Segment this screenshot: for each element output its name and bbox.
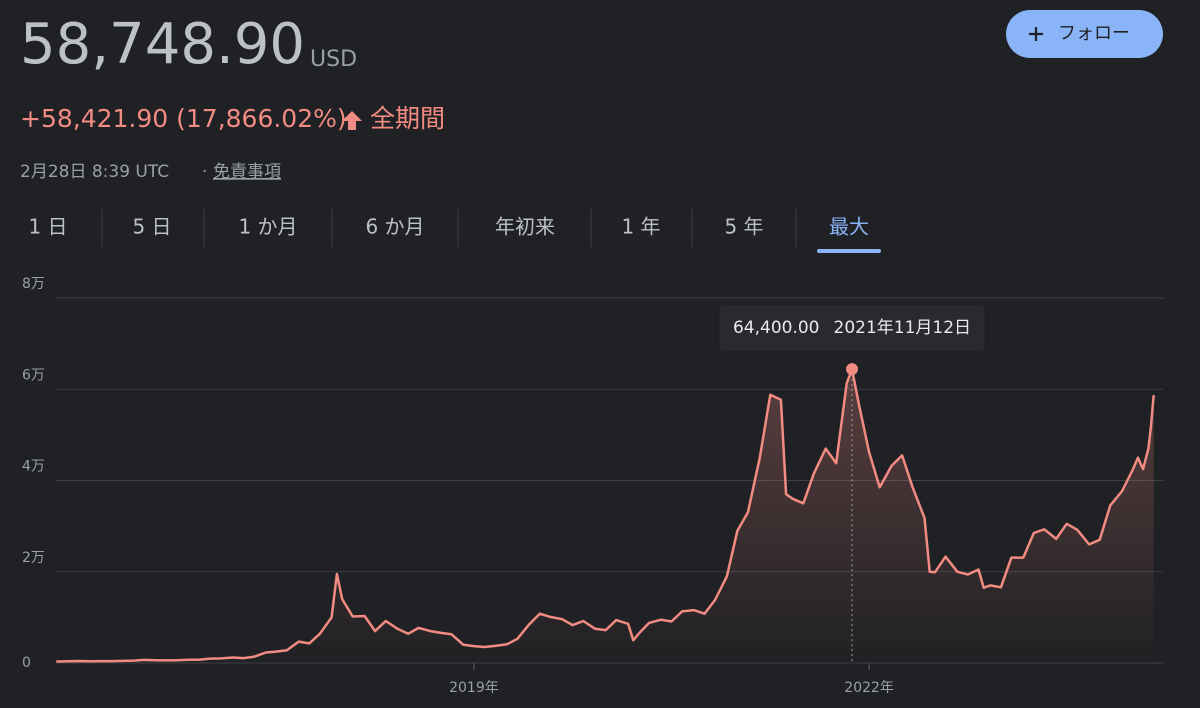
tab[interactable]: 6 か月 xyxy=(365,215,424,239)
plus-icon xyxy=(1029,27,1043,41)
tooltip-value: 64,400.00 xyxy=(733,318,820,338)
tab[interactable]: 年初来 xyxy=(495,215,555,239)
y-tick-label: 8万 xyxy=(22,276,45,292)
follow-button[interactable] xyxy=(1006,10,1163,58)
tabs: 1 日 5 日 1 か月 6 か月 年初来 1 年 5 年 最大 xyxy=(28,209,881,253)
tooltip xyxy=(718,304,986,352)
change: +58,421.90 (17,866.02%) xyxy=(20,104,347,133)
x-tick-label: 2019年 xyxy=(449,680,499,696)
y-tick-label: 2万 xyxy=(22,550,45,566)
follow-label[interactable]: フォロー xyxy=(1058,23,1130,44)
disclaimer-link[interactable]: 免責事項 xyxy=(213,162,281,182)
price: 58,748.90 xyxy=(20,12,305,77)
tooltip-date: 2021年11月12日 xyxy=(834,318,972,338)
chart: 0 2万 4万 6万 8万 2019年 2022年 64,400.00 2021年11月12日 xyxy=(22,276,1163,696)
tab[interactable]: 5 日 xyxy=(132,215,171,239)
up-arrow xyxy=(342,111,362,130)
tab[interactable]: 1 日 xyxy=(28,215,67,239)
hover-point xyxy=(846,363,859,376)
tab[interactable]: 最大 xyxy=(829,215,869,239)
area xyxy=(56,369,1154,663)
tab-indicator xyxy=(817,249,881,253)
tab[interactable]: 1 か月 xyxy=(238,215,297,239)
separator: · xyxy=(202,162,207,182)
y-tick-label: 0 xyxy=(22,655,31,671)
x-tick-label: 2022年 xyxy=(844,680,894,696)
timestamp: 2月28日 8:39 UTC xyxy=(20,162,169,182)
y-tick-label: 6万 xyxy=(22,367,45,383)
tab[interactable]: 5 年 xyxy=(724,215,763,239)
period: 全期間 xyxy=(370,104,445,133)
currency: USD xyxy=(310,47,357,72)
price-line xyxy=(56,367,1155,663)
y-tick-label: 4万 xyxy=(22,459,45,475)
tab[interactable]: 1 年 xyxy=(621,215,660,239)
